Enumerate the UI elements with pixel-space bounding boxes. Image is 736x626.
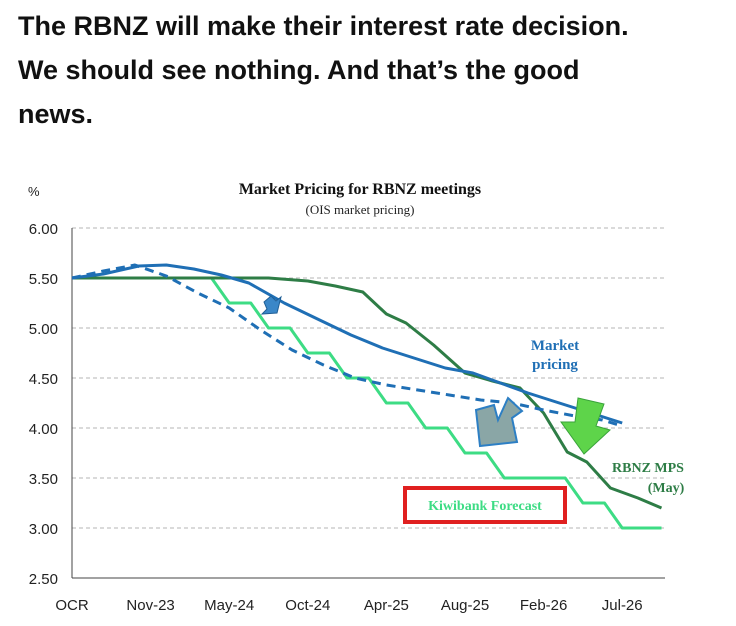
chart-subtitle: (OIS market pricing) [305,202,414,217]
grey-down-arrow [474,396,524,448]
x-tick-label: OCR [55,597,89,614]
x-tick-label: Jul-26 [602,597,643,614]
x-tick-labels: OCR Nov-23 May-24 Oct-24 Apr-25 Aug-25 Feb-26 J… [55,597,642,614]
y-tick-label: 5.50 [29,271,58,288]
y-tick-label: 4.50 [29,371,58,388]
y-tick-label: 6.00 [29,221,58,238]
y-tick-label: 2.50 [29,571,58,588]
series-line-0 [72,276,662,530]
kiwibank-forecast-box [403,486,567,524]
market-pricing-label-line-1: Market [531,338,579,354]
chart-title: Market Pricing for RBNZ meetings [239,181,481,198]
x-tick-label: Apr-25 [364,597,409,614]
y-tick-label: 3.00 [29,521,58,538]
y-tick-label: 4.00 [29,421,58,438]
y-tick-label: 5.00 [29,321,58,338]
x-tick-label: Aug-25 [441,597,489,614]
x-tick-label: Oct-24 [285,597,330,614]
headline-line-2: We should see nothing. And that’s the go… [18,55,580,85]
x-tick-label: May-24 [204,597,254,614]
green-down-arrow [560,397,611,455]
market-pricing-label-line-2: pricing [532,357,578,373]
headline-line-3: news. [18,99,94,129]
y-axis-unit: % [28,184,40,199]
rbnz-mps-label-line-1: RBNZ MPS [612,461,684,476]
x-tick-label: Nov-23 [126,597,174,614]
kiwibank-forecast-label: Kiwibank Forecast [428,499,542,514]
series-layer [71,263,663,530]
y-tick-label: 3.50 [29,471,58,488]
blue-down-arrow-small [260,295,282,315]
headline-line-1: The RBNZ will make their interest rate d… [18,11,629,41]
x-tick-label: Feb-26 [520,597,568,614]
series-line-2 [71,263,623,425]
series-line-3 [71,263,623,428]
headline: The RBNZ will make their interest rate d… [18,4,728,136]
y-tick-labels: 6.00 5.50 5.00 4.50 4.00 3.50 3.00 2.50 [29,221,58,588]
rbnz-mps-label-line-2: (May) [648,481,685,496]
series-line-1 [72,276,663,510]
